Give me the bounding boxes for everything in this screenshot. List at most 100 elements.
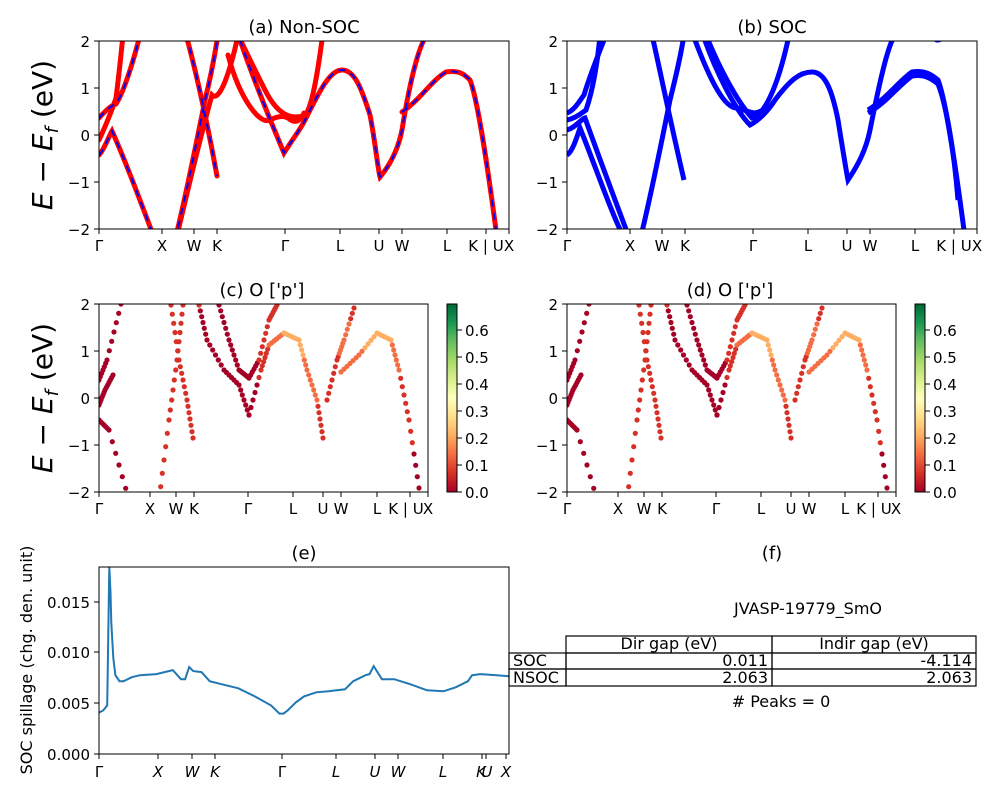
band-point: [413, 462, 419, 468]
xtick-label: W: [802, 500, 817, 518]
band-point: [236, 382, 242, 388]
band-point: [668, 319, 674, 326]
band-point: [106, 427, 112, 433]
band-point: [306, 372, 312, 378]
band-point: [408, 428, 414, 434]
band-point: [665, 308, 671, 314]
panel-a-ylabel: E − Ef (eV): [26, 60, 63, 210]
panel-d-yticks: 2 1 0 −1 −2: [536, 296, 567, 502]
colorbar-ticks: 0.0 0.1 0.2 0.3 0.4 0.5 0.6: [457, 322, 489, 502]
band-point: [869, 392, 875, 398]
band-point: [404, 409, 410, 415]
xtick-label: X: [891, 500, 901, 518]
band-point: [312, 392, 318, 398]
band-point: [866, 375, 872, 381]
band-point: [645, 364, 651, 370]
band-point: [697, 347, 703, 353]
colorbar-label: 0.0: [465, 484, 489, 502]
band-point: [860, 352, 866, 358]
band-point: [371, 334, 377, 340]
xtick-label: Γ: [749, 237, 758, 255]
ytick-label: −2: [536, 221, 558, 239]
band-point: [241, 397, 247, 403]
band-point: [788, 435, 794, 441]
xtick-label: L: [336, 237, 345, 255]
xtick-label: X: [613, 500, 623, 518]
band-point: [215, 357, 221, 363]
band-point: [161, 457, 167, 463]
band-point: [724, 374, 730, 381]
band-point: [204, 337, 210, 343]
xtick-label: K | U: [936, 237, 971, 255]
ytick-label: 1: [80, 343, 90, 361]
table-header-dir: Dir gap (eV): [621, 634, 718, 653]
xtick-label: U: [482, 763, 493, 781]
band-point: [414, 474, 420, 480]
xtick-label: Γ: [281, 237, 290, 255]
band-point: [686, 362, 692, 368]
band-point: [647, 311, 653, 317]
band-point: [643, 348, 649, 354]
band-point: [262, 354, 268, 361]
band-point: [159, 470, 165, 476]
band-point: [179, 311, 185, 317]
band-point: [199, 314, 205, 320]
band-point: [654, 410, 660, 416]
band-point: [683, 357, 689, 363]
xtick-label: X: [500, 763, 512, 781]
band-point: [672, 337, 678, 343]
band-point: [317, 416, 323, 422]
band-point: [812, 326, 818, 332]
band-point: [171, 377, 177, 383]
panel-a-yticks: 2 1 0 −1 −2: [68, 33, 99, 239]
xtick-label: K | U: [388, 500, 423, 518]
band-point: [388, 337, 394, 343]
colorbar-label: 0.4: [933, 376, 957, 394]
band-point: [171, 320, 177, 326]
band-point: [118, 304, 124, 307]
xtick-label: K: [680, 237, 691, 255]
colorbar-label: 0.0: [933, 484, 957, 502]
band-point: [327, 384, 333, 390]
xtick-label: K: [212, 237, 223, 255]
band-point: [258, 350, 264, 356]
colorbar-label: 0.3: [933, 403, 957, 421]
band-point: [109, 338, 115, 344]
band-point: [169, 397, 175, 403]
band-point: [783, 403, 789, 409]
xtick-label: Γ: [712, 500, 721, 518]
band-point: [315, 403, 321, 409]
band-point: [229, 347, 235, 353]
band-point: [879, 451, 885, 457]
band-point: [332, 364, 338, 370]
band-point: [645, 329, 651, 336]
table-cell: -4.114: [920, 651, 972, 670]
band-point: [577, 439, 583, 445]
ytick-label: 0: [548, 127, 558, 145]
band-point: [187, 416, 193, 422]
panel-c-yticks: 2 1 0 −1 −2: [68, 296, 99, 502]
band-point: [649, 384, 655, 390]
band-point: [311, 387, 317, 393]
band-point: [581, 320, 587, 326]
band-point: [784, 410, 790, 416]
band-point: [256, 374, 262, 381]
band-point: [200, 319, 206, 326]
band-point: [156, 497, 161, 502]
xtick-label: U: [374, 237, 385, 255]
band-point: [731, 330, 737, 336]
band-point: [252, 389, 258, 396]
band-point: [711, 402, 717, 408]
panel-a-frame: [98, 40, 510, 230]
band-point: [774, 372, 780, 378]
table-header-indir: Indir gap (eV): [819, 634, 929, 653]
band-point: [396, 367, 402, 373]
band-point: [794, 390, 800, 396]
band-point: [186, 410, 192, 416]
band-point: [667, 314, 673, 320]
ytick-label: 2: [80, 296, 90, 314]
xtick-label: Γ: [95, 500, 104, 518]
band-point: [331, 370, 337, 376]
band-point: [730, 354, 736, 361]
